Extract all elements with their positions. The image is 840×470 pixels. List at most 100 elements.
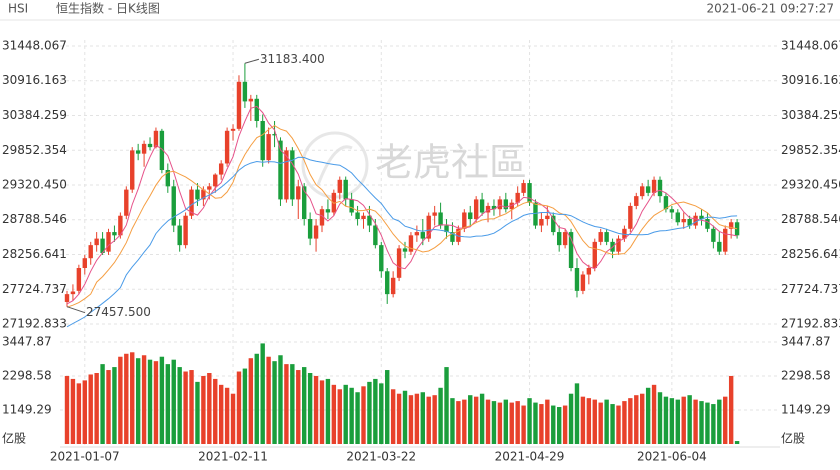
volume-bar bbox=[88, 374, 93, 444]
volume-bar bbox=[402, 390, 408, 444]
candle-body bbox=[248, 98, 254, 102]
volume-bar bbox=[408, 395, 414, 444]
volume-bar bbox=[651, 384, 657, 444]
volume-bar bbox=[468, 395, 473, 444]
candle-body bbox=[545, 215, 550, 220]
candle-body bbox=[479, 199, 485, 213]
candle-body bbox=[693, 215, 698, 226]
candle-body bbox=[438, 212, 443, 226]
candle-body bbox=[396, 248, 402, 278]
volume-bar bbox=[147, 359, 153, 444]
y-tick-label-right: 30384.259 bbox=[781, 108, 840, 122]
y-tick-label-right: 2298.58 bbox=[781, 369, 831, 383]
volume-bar bbox=[254, 353, 259, 444]
volume-bar bbox=[195, 381, 200, 444]
symbol: HSI bbox=[8, 2, 28, 16]
volume-bar bbox=[296, 370, 301, 444]
volume-bar bbox=[236, 371, 242, 444]
candle-body bbox=[711, 228, 716, 242]
candle-body bbox=[260, 121, 265, 161]
candle-body bbox=[337, 179, 342, 193]
candle-body bbox=[539, 219, 544, 226]
volume-bar bbox=[711, 404, 716, 444]
candle-body bbox=[432, 212, 437, 216]
volume-bar bbox=[201, 375, 206, 444]
y-tick-label-right: 29320.450 bbox=[781, 178, 840, 192]
volume-bar bbox=[545, 399, 550, 444]
volume-bar bbox=[687, 395, 692, 444]
candle-body bbox=[533, 202, 538, 226]
volume-bar bbox=[616, 405, 621, 444]
volume-bar bbox=[622, 401, 627, 444]
volume-bar bbox=[705, 402, 710, 444]
candle-body bbox=[379, 245, 384, 272]
candle-body bbox=[462, 212, 467, 229]
volume-bar bbox=[717, 399, 722, 444]
volume-bar bbox=[313, 375, 319, 444]
volume-bar bbox=[159, 356, 165, 444]
candle-body bbox=[640, 186, 645, 197]
candle-body bbox=[568, 232, 574, 269]
y-tick-label-right: 27192.833 bbox=[781, 317, 840, 331]
candle-body bbox=[468, 212, 473, 220]
candle-body bbox=[657, 179, 663, 197]
candle-body bbox=[230, 128, 236, 131]
candle-body bbox=[242, 81, 248, 102]
candle-body bbox=[628, 205, 633, 229]
volume-bar bbox=[640, 393, 645, 444]
candle-body bbox=[207, 186, 212, 190]
y-tick-label: 29852.354 bbox=[2, 143, 67, 157]
candle-body bbox=[385, 271, 390, 295]
candle-body bbox=[159, 130, 165, 171]
candle-body bbox=[325, 209, 331, 213]
candle-body bbox=[551, 215, 556, 233]
candle-body bbox=[361, 215, 366, 220]
volume-bar bbox=[130, 352, 135, 444]
candle-body bbox=[118, 215, 123, 236]
volume-bar bbox=[485, 399, 491, 444]
y-tick-label: 28788.546 bbox=[2, 212, 67, 226]
volume-bar bbox=[414, 393, 420, 444]
candle-body bbox=[313, 225, 319, 239]
candle-body bbox=[675, 212, 680, 223]
volume-bar bbox=[349, 387, 354, 444]
x-tick-label: 2021-06-04 bbox=[637, 450, 707, 464]
candle-body bbox=[485, 205, 491, 213]
candle-body bbox=[497, 199, 503, 210]
volume-bar bbox=[307, 372, 313, 444]
candle-body bbox=[669, 209, 675, 213]
candle-body bbox=[503, 199, 509, 210]
low-label: 27457.500 bbox=[86, 305, 151, 319]
volume-bar bbox=[302, 367, 307, 444]
y-tick-label-right: 27724.737 bbox=[781, 282, 840, 296]
volume-bar bbox=[361, 386, 366, 444]
volume-bar bbox=[592, 399, 597, 444]
volume-bar bbox=[278, 355, 283, 444]
volume-bar bbox=[141, 355, 147, 444]
candle-body bbox=[224, 130, 230, 164]
volume-bar bbox=[539, 404, 544, 444]
candle-body bbox=[491, 205, 497, 210]
candle-body bbox=[343, 179, 348, 200]
candle-body bbox=[723, 228, 728, 252]
volume-bar bbox=[604, 399, 609, 444]
volume-bar bbox=[272, 361, 277, 444]
y-tick-label: 1149.29 bbox=[2, 403, 52, 417]
candle-body bbox=[302, 186, 307, 220]
volume-bar bbox=[645, 387, 651, 444]
candle-body bbox=[687, 219, 692, 226]
candle-body bbox=[106, 232, 111, 252]
y-tick-label-right: 30916.163 bbox=[781, 73, 840, 87]
candle-body bbox=[681, 219, 686, 223]
volume-bar bbox=[420, 392, 425, 444]
candle-body bbox=[444, 225, 449, 233]
volume-bar bbox=[479, 393, 485, 444]
volume-bar bbox=[462, 399, 467, 444]
y-unit-label: 亿股 bbox=[2, 431, 26, 446]
candle-body bbox=[307, 219, 313, 239]
high-pointer bbox=[244, 58, 260, 64]
candle-body bbox=[402, 248, 408, 252]
volume-bar bbox=[171, 359, 176, 444]
candle-body bbox=[218, 163, 224, 175]
